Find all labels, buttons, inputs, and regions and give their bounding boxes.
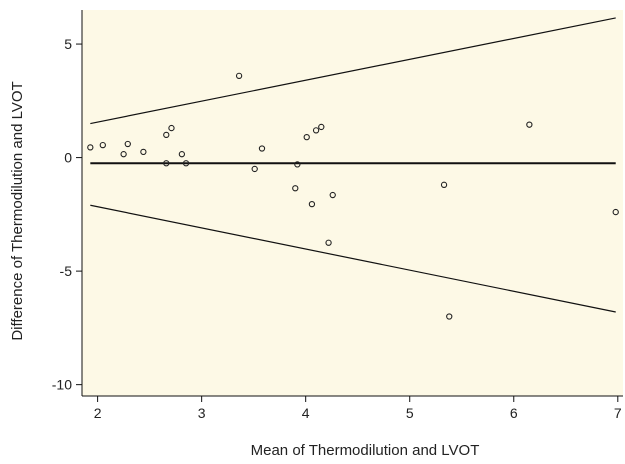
- reference-lines: [90, 17, 616, 313]
- x-tick-label: 2: [94, 405, 102, 421]
- data-point: [258, 145, 266, 152]
- data-point: [140, 148, 147, 156]
- data-point: [294, 161, 301, 168]
- x-axis-label: Mean of Thermodilution and LVOT: [251, 442, 480, 459]
- data-point: [446, 313, 453, 320]
- data-point: [612, 208, 619, 216]
- data-point: [440, 181, 448, 188]
- upper-limit-line: [90, 17, 616, 125]
- y-tick-label: 5: [64, 36, 72, 52]
- data-point: [526, 121, 533, 128]
- data-point: [168, 124, 175, 132]
- data-point: [163, 160, 170, 167]
- data-point: [329, 191, 336, 199]
- y-tick-label: 0: [64, 150, 72, 166]
- x-tick-label: 5: [406, 405, 414, 421]
- x-tick-label: 3: [198, 405, 206, 421]
- data-point: [182, 160, 190, 167]
- data-point: [163, 131, 170, 139]
- data-point: [318, 123, 325, 131]
- data-point: [292, 185, 299, 192]
- axes: 2 3 4 5 6 7 5 0 -5 -10: [52, 10, 623, 421]
- data-point: [235, 72, 243, 79]
- x-tick-label: 4: [302, 405, 310, 421]
- data-point: [308, 200, 316, 208]
- y-axis-label: Difference of Thermodilution and LVOT: [9, 81, 26, 340]
- y-tick-label: -5: [60, 263, 73, 279]
- data-point: [303, 134, 310, 141]
- data-point: [87, 144, 94, 151]
- data-point: [325, 239, 332, 246]
- data-point: [99, 141, 106, 149]
- y-tick-label: -10: [52, 377, 72, 393]
- data-points: [87, 72, 619, 320]
- lower-limit-line: [90, 204, 616, 313]
- data-point: [312, 127, 320, 134]
- data-point: [124, 140, 131, 148]
- data-point: [178, 151, 186, 158]
- data-point: [120, 151, 127, 158]
- data-point: [251, 165, 258, 173]
- plot-area: [82, 10, 623, 396]
- x-tick-label: 6: [510, 405, 518, 421]
- x-tick-label: 7: [614, 405, 622, 421]
